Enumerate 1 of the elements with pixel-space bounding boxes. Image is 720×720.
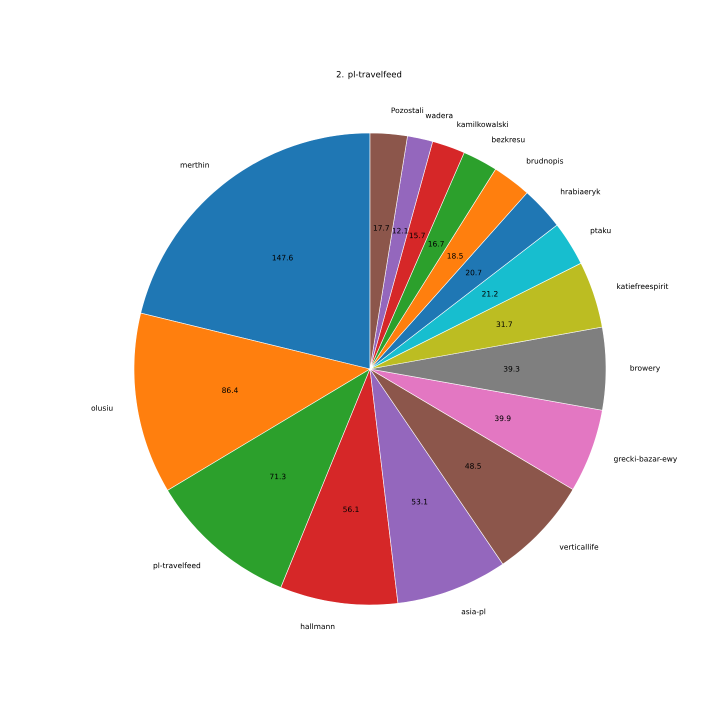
chart-title: 2. pl-travelfeed [336,70,402,80]
